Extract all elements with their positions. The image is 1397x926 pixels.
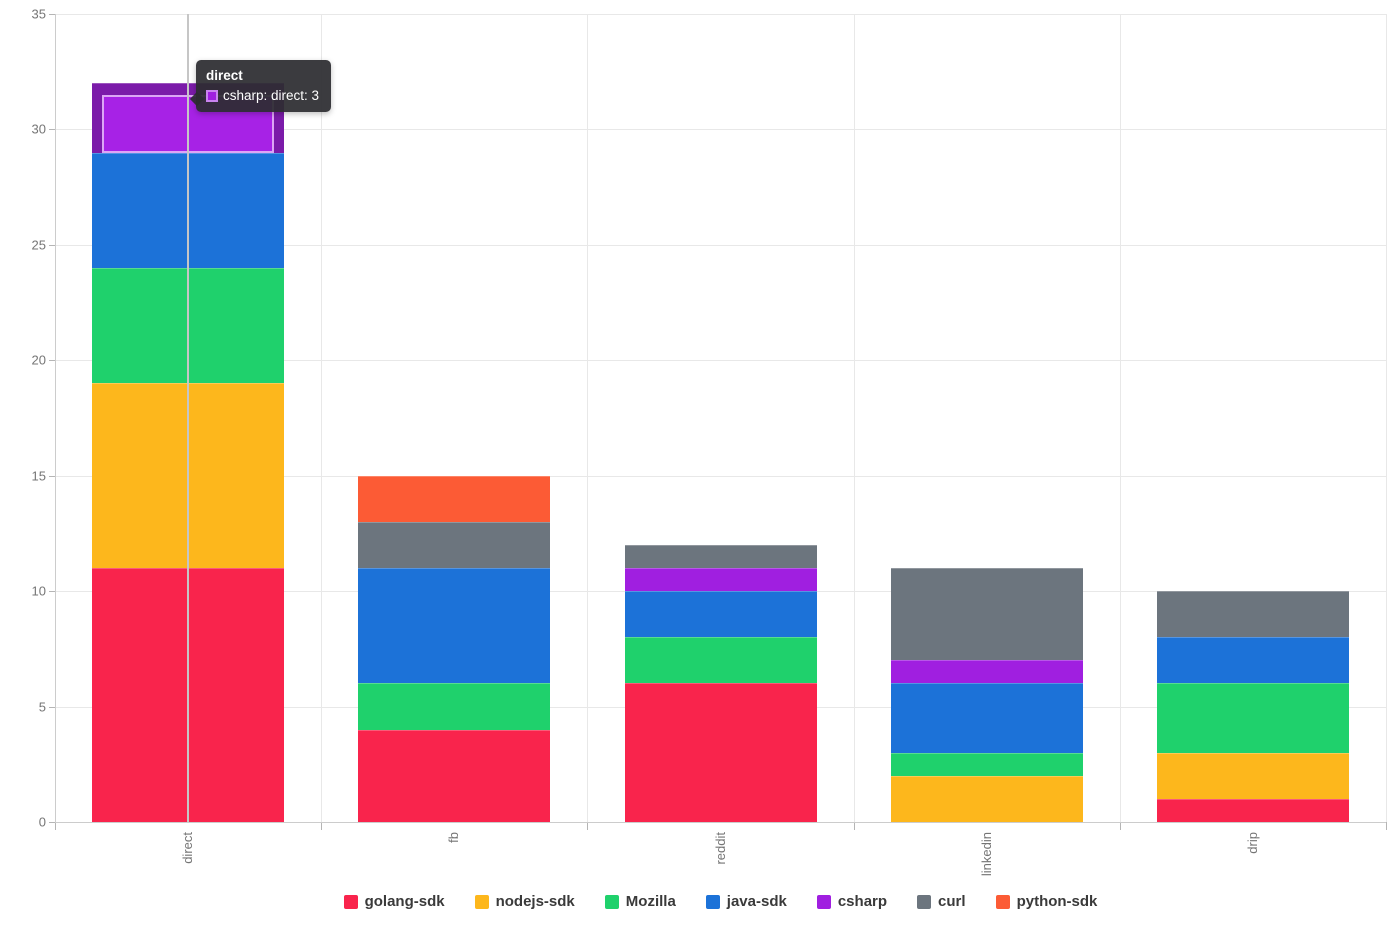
tooltip-series-value: csharp: direct: 3 — [223, 88, 320, 103]
y-axis-tick — [49, 475, 55, 477]
x-axis-tick — [587, 822, 589, 830]
legend-item-python-sdk[interactable]: python-sdk — [995, 893, 1098, 910]
segment-reddit-Mozilla[interactable] — [624, 637, 817, 684]
legend-label: golang-sdk — [364, 893, 445, 910]
segment-drip-nodejs-sdk[interactable] — [1156, 752, 1349, 799]
legend-item-Mozilla[interactable]: Mozilla — [604, 893, 676, 910]
x-axis-label-direct: direct — [180, 832, 196, 864]
y-axis-tick — [49, 244, 55, 246]
segment-drip-golang-sdk[interactable] — [1156, 798, 1349, 822]
segment-drip-java-sdk[interactable] — [1156, 637, 1349, 684]
y-axis-line — [55, 14, 56, 822]
legend-label: nodejs-sdk — [495, 893, 575, 910]
tooltip-row: csharp: direct: 3 — [206, 88, 319, 103]
y-gridline — [55, 14, 1386, 15]
legend-item-golang-sdk[interactable]: golang-sdk — [343, 893, 445, 910]
x-gridline — [1386, 14, 1387, 822]
legend-item-nodejs-sdk[interactable]: nodejs-sdk — [474, 893, 575, 910]
y-gridline — [55, 244, 1386, 246]
legend-item-curl[interactable]: curl — [917, 893, 966, 910]
y-axis-tick-label: 35 — [31, 6, 46, 22]
y-axis-tick-label: 25 — [31, 237, 46, 253]
legend-label: Mozilla — [625, 893, 676, 910]
tooltip: direct csharp: direct: 3 — [189, 60, 332, 112]
legend-swatch-python-sdk — [995, 894, 1010, 909]
y-gridline — [55, 360, 1386, 362]
x-gridline — [321, 14, 323, 822]
segment-linkedin-nodejs-sdk[interactable] — [890, 775, 1083, 822]
x-axis-tick — [321, 822, 323, 830]
segment-fb-python-sdk[interactable] — [358, 475, 551, 522]
y-axis-tick — [49, 591, 55, 593]
segment-drip-curl[interactable] — [1156, 591, 1349, 638]
segment-linkedin-csharp[interactable] — [890, 660, 1083, 684]
segment-reddit-golang-sdk[interactable] — [624, 683, 817, 822]
y-axis-tick — [49, 129, 55, 131]
legend-label: python-sdk — [1016, 893, 1098, 910]
y-axis-tick — [49, 822, 55, 823]
segment-fb-curl[interactable] — [358, 521, 551, 569]
y-axis-tick-label: 5 — [38, 699, 46, 715]
y-axis-tick-label: 15 — [31, 468, 46, 484]
x-axis-label-fb: fb — [446, 832, 462, 843]
x-axis-tick — [1119, 822, 1121, 830]
x-axis-label-drip: drip — [1244, 832, 1260, 854]
y-axis-tick-label: 30 — [31, 121, 46, 137]
y-axis-tick — [49, 14, 55, 15]
x-gridline — [1119, 14, 1121, 822]
segment-reddit-csharp[interactable] — [624, 568, 817, 592]
legend-item-csharp[interactable]: csharp — [816, 893, 888, 910]
legend-swatch-Mozilla — [604, 894, 619, 909]
y-axis-tick-label: 0 — [38, 814, 46, 830]
segment-linkedin-Mozilla[interactable] — [890, 752, 1083, 776]
legend-item-java-sdk[interactable]: java-sdk — [705, 893, 787, 910]
x-axis-line — [55, 822, 1386, 823]
legend-label: csharp — [837, 893, 888, 910]
x-axis-tick — [853, 822, 855, 830]
legend-swatch-curl — [917, 894, 932, 909]
legend-swatch-java-sdk — [705, 894, 720, 909]
legend-label: java-sdk — [726, 893, 787, 910]
legend-label: curl — [938, 893, 966, 910]
x-axis-label-reddit: reddit — [712, 832, 728, 865]
x-axis-label-linkedin: linkedin — [978, 832, 994, 877]
segment-fb-java-sdk[interactable] — [358, 568, 551, 684]
legend-swatch-csharp — [816, 894, 831, 909]
legend-swatch-golang-sdk — [343, 894, 358, 909]
segment-drip-Mozilla[interactable] — [1156, 683, 1349, 753]
x-axis-tick — [55, 822, 56, 830]
y-gridline — [55, 129, 1386, 131]
legend: golang-sdk nodejs-sdk Mozilla java-sdk cshar… — [55, 893, 1386, 910]
legend-swatch-nodejs-sdk — [474, 894, 489, 909]
x-gridline — [853, 14, 855, 822]
y-axis-tick — [49, 706, 55, 708]
x-gridline — [587, 14, 589, 822]
y-axis-tick-label: 10 — [31, 583, 46, 599]
y-axis-tick — [49, 360, 55, 362]
segment-fb-Mozilla[interactable] — [358, 683, 551, 730]
crosshair-line — [187, 14, 190, 822]
x-axis-tick — [1386, 822, 1387, 830]
segment-linkedin-curl[interactable] — [890, 568, 1083, 661]
tooltip-title: direct — [206, 68, 243, 83]
y-gridline — [55, 475, 1386, 477]
y-axis-tick-label: 20 — [31, 352, 46, 368]
tooltip-series-swatch — [206, 89, 218, 102]
segment-fb-golang-sdk[interactable] — [358, 729, 551, 822]
segment-linkedin-java-sdk[interactable] — [890, 683, 1083, 753]
segment-reddit-java-sdk[interactable] — [624, 591, 817, 638]
segment-reddit-curl[interactable] — [624, 544, 817, 569]
